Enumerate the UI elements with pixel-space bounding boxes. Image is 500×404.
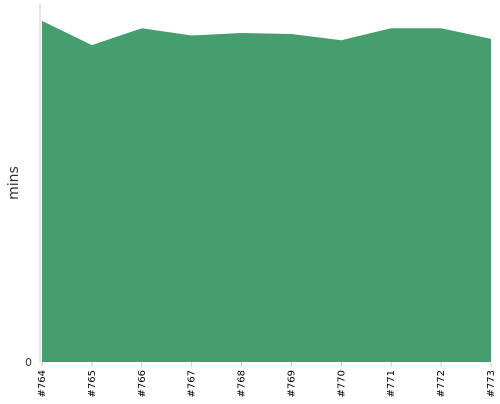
- y-axis-label: mins: [6, 166, 22, 200]
- x-tick-label: #768: [237, 370, 248, 397]
- x-tick-label: #769: [286, 370, 297, 397]
- area-series-0: [42, 21, 491, 362]
- x-tick-label: #765: [87, 370, 98, 397]
- x-tick-label: #773: [486, 370, 497, 397]
- y-tick-label: 0: [25, 356, 32, 369]
- x-tick-label: #766: [137, 370, 148, 397]
- x-tick-layer: #764 #765 #766 #767 #768 #769 #770 #771 #772 #773: [37, 362, 497, 397]
- x-tick-label: #772: [436, 370, 447, 397]
- area-layer: [42, 21, 491, 362]
- x-tick-label: #770: [336, 370, 347, 397]
- x-tick-label: #771: [386, 370, 397, 397]
- y-tick-layer: 0: [25, 356, 32, 369]
- x-tick-label: #764: [37, 370, 48, 397]
- x-tick-label: #767: [187, 370, 198, 397]
